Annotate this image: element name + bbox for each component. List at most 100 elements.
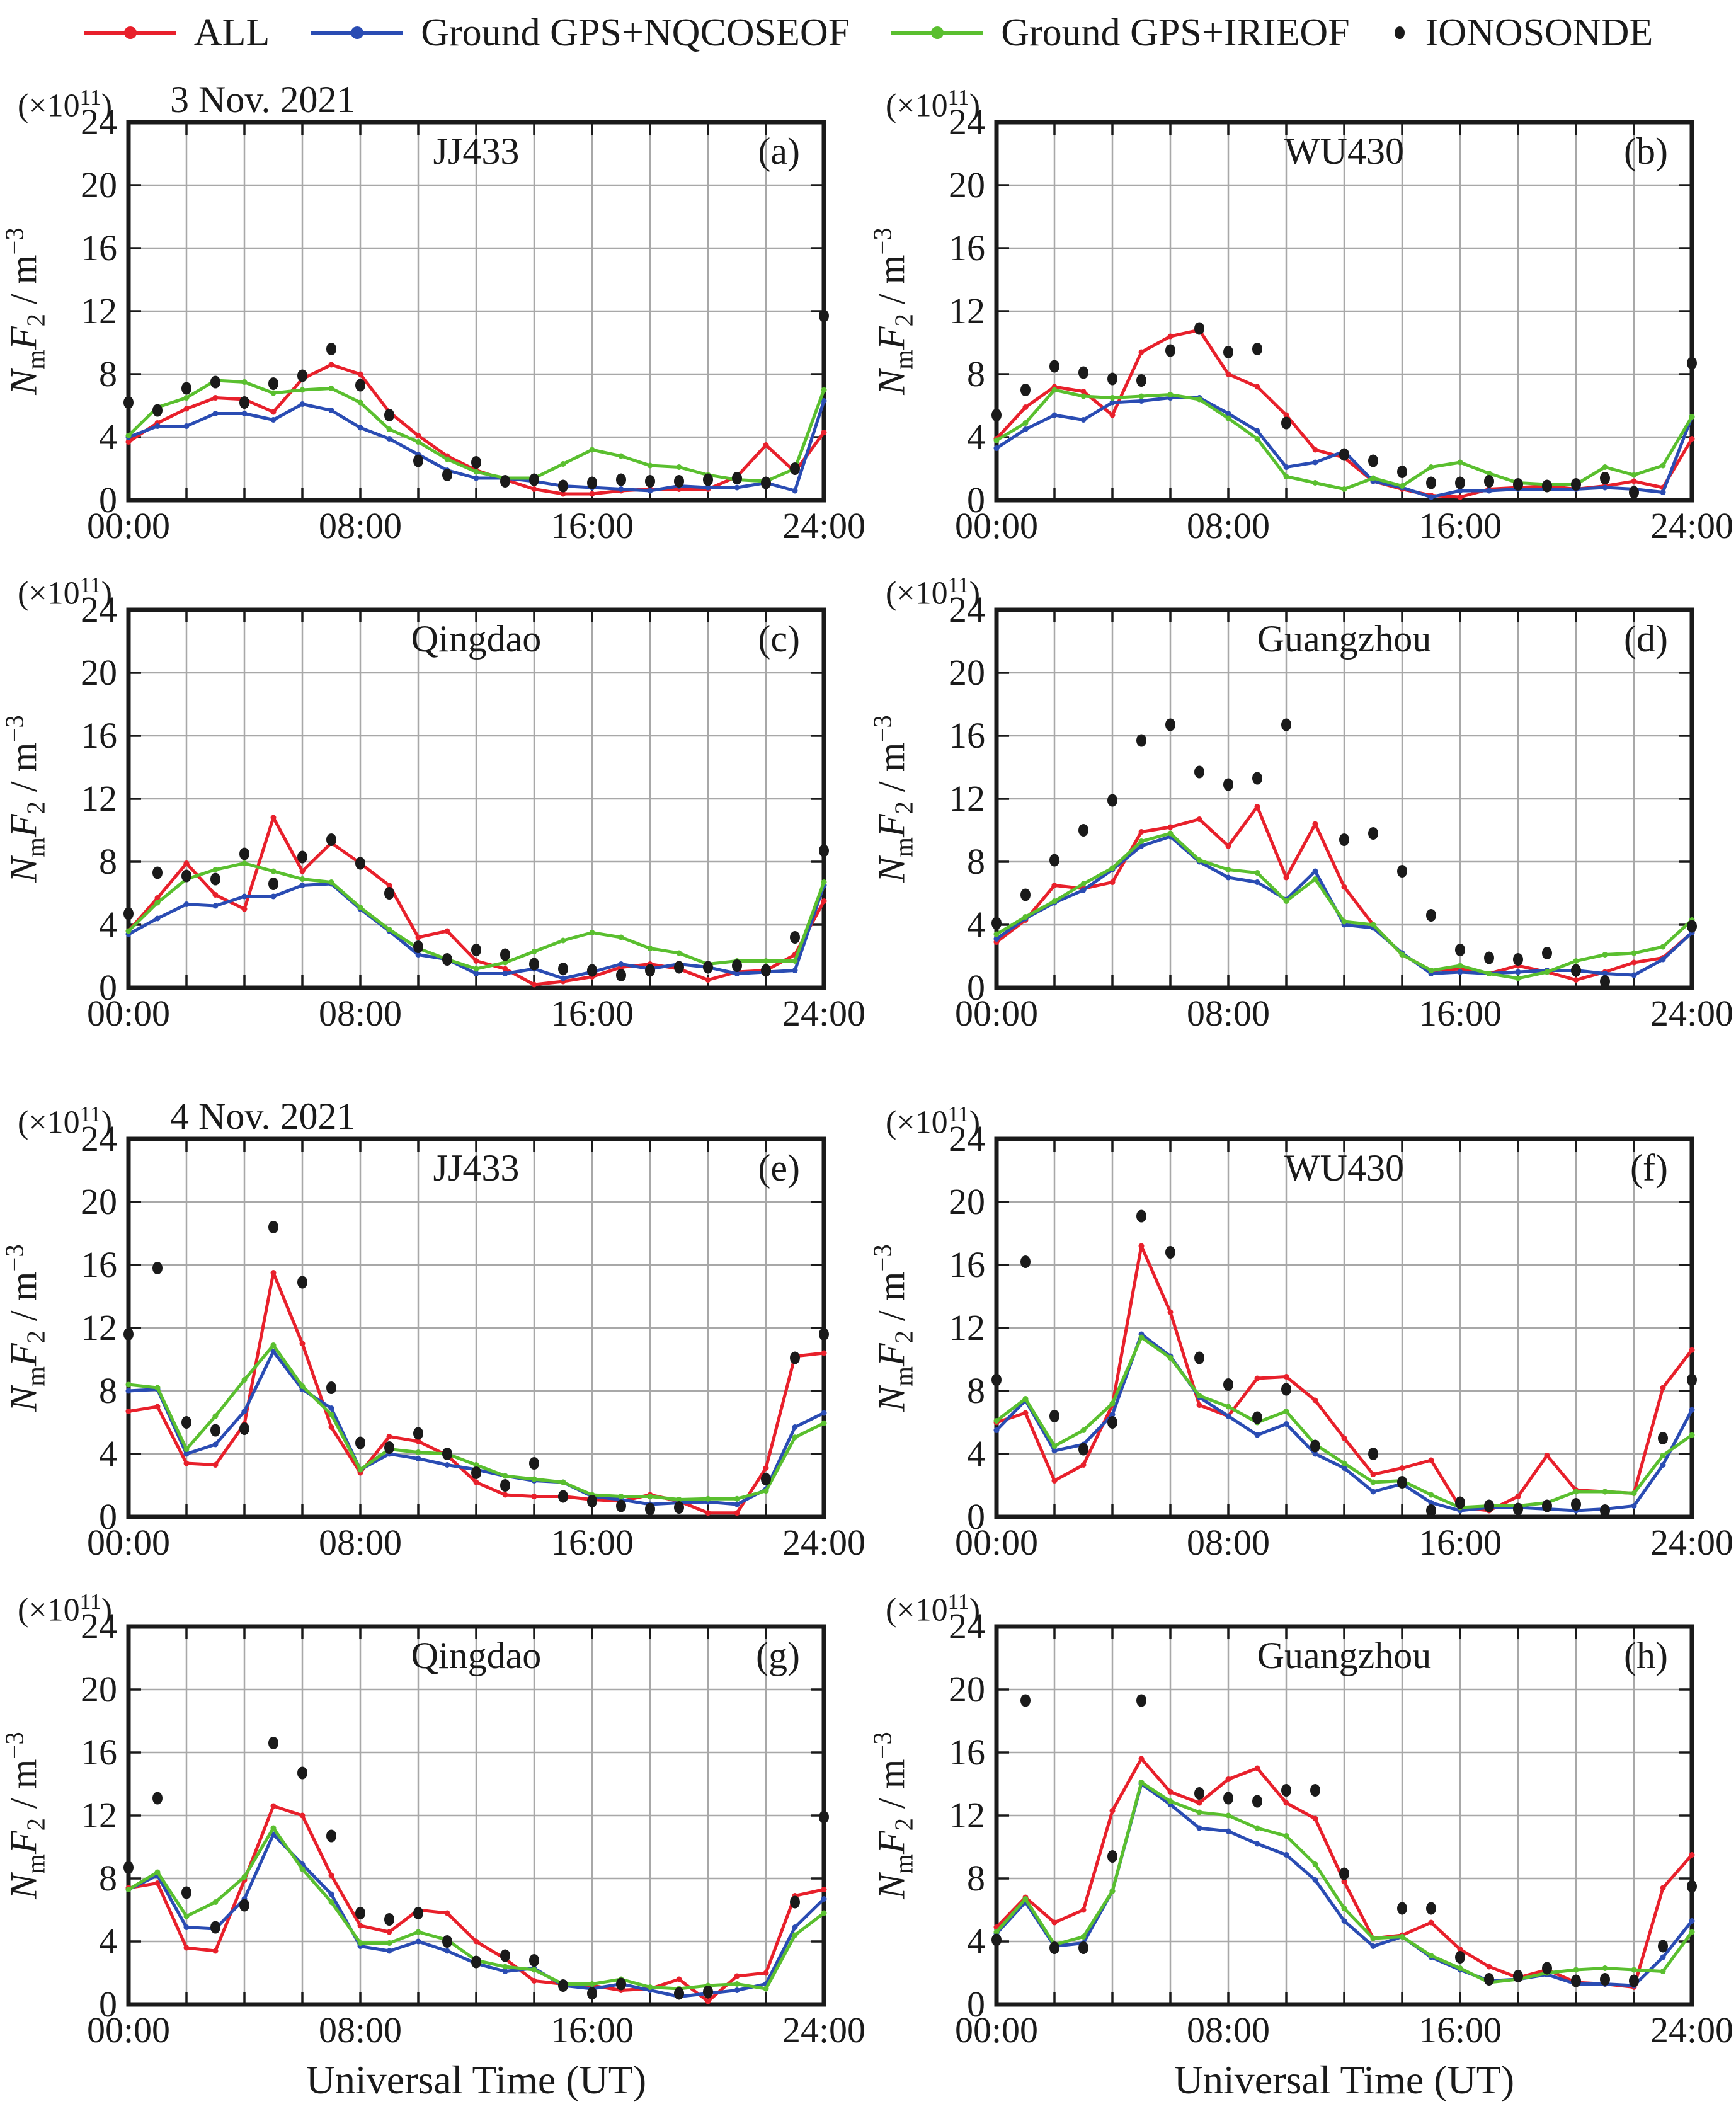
plot-area-a: JJ433 (a) [123,120,829,503]
x-tick-label: 24:00 [782,2010,866,2050]
panel-letter: (e) [758,1147,800,1189]
x-tick-label: 08:00 [318,1522,403,1563]
y-tick-label: 8 [99,1370,117,1411]
x-tick-label: 00:00 [954,993,1039,1034]
x-axis-ticks: 00:00 08:00 16:00 24:00 [868,1517,1736,1566]
panel-letter: (d) [1624,618,1668,660]
row-4: (×1011) NmF2 / m−3 0 4 8 12 16 20 24 Qingdao (… [0,1566,1736,2107]
panel-letter: (h) [1624,1635,1668,1676]
y-tick-label: 8 [967,1370,985,1411]
panel-a-header: (×1011) 3 Nov. 2021 [0,62,868,122]
plot-area-f: WU430 (f) [991,1136,1697,1519]
x-tick-label: 16:00 [1418,505,1502,546]
date-label-group-1: 3 Nov. 2021 [170,79,356,120]
station-label: Guangzhou [1257,618,1432,660]
y-tick-label: 20 [949,652,985,693]
y-scale-label: (×1011) [18,1588,113,1628]
y-scale-label: (×1011) [18,571,113,611]
y-tick-label: 8 [967,841,985,882]
panel-g: (×1011) NmF2 / m−3 0 4 8 12 16 20 24 Qingdao (… [0,1566,868,2107]
y-tick-label: 20 [949,1181,985,1222]
x-tick-label: 08:00 [1186,2010,1271,2050]
y-axis-ticks: 0 4 8 12 16 20 24 [918,104,996,518]
y-tick-label: 16 [81,715,117,756]
chart-canvas-h [991,1624,1697,2007]
y-tick-label: 16 [949,227,985,268]
plot-area-c: Qingdao (c) [123,607,829,990]
y-tick-label: 24 [81,589,117,630]
x-tick-label: 00:00 [86,1522,171,1563]
y-tick-label: 20 [81,652,117,693]
x-axis-ticks: 00:00 08:00 16:00 24:00 [0,2004,868,2054]
x-axis-title: Universal Time (UT) [306,2057,647,2102]
row-1: (×1011) 3 Nov. 2021 NmF2 / m−3 0 4 8 12 16 20… [0,62,1736,549]
legend-item-irieof: Ground GPS+IRIEOF [890,11,1350,55]
panel-e-header: (×1011) 4 Nov. 2021 [0,1078,868,1139]
panel-g-header: (×1011) [0,1566,868,1626]
y-tick-label: 0 [967,479,985,520]
panel-letter: (a) [758,130,800,172]
x-tick-label: 00:00 [86,993,171,1034]
panel-b-header: (×1011) [868,62,1736,122]
x-axis-ticks: 00:00 08:00 16:00 24:00 [868,500,1736,549]
x-tick-label: 24:00 [1650,2010,1734,2050]
figure-grid: (×1011) 3 Nov. 2021 NmF2 / m−3 0 4 8 12 16 20… [0,62,1736,2107]
y-tick-label: 8 [967,353,985,394]
y-tick-label: 8 [99,841,117,882]
station-label: JJ433 [433,1147,520,1189]
y-tick-label: 0 [99,1984,117,2025]
panel-c: (×1011) NmF2 / m−3 0 4 8 12 16 20 24 Qingdao (… [0,549,868,1037]
panel-b-main: NmF2 / m−3 0 4 8 12 16 20 24 WU430 (b) [868,104,1736,518]
y-tick-label: 24 [81,1118,117,1159]
x-tick-label: 24:00 [1650,505,1734,546]
black-dot-marker-icon [1394,26,1405,39]
y-axis-title: NmF2 / m−3 [868,1244,918,1412]
station-label: JJ433 [433,130,520,172]
panel-e-main: NmF2 / m−3 0 4 8 12 16 20 24 JJ433 (e) [0,1121,868,1535]
y-tick-label: 20 [949,1669,985,1710]
y-tick-label: 8 [99,353,117,394]
x-tick-label: 08:00 [318,505,403,546]
panel-h-main: NmF2 / m−3 0 4 8 12 16 20 24 Guangzhou (h) [868,1608,1736,2023]
x-tick-label: 08:00 [318,2010,403,2050]
x-axis-title: Universal Time (UT) [1174,2057,1515,2102]
panel-letter: (g) [756,1635,800,1676]
y-tick-label: 16 [949,1732,985,1773]
x-tick-label: 24:00 [1650,993,1734,1034]
panel-d: (×1011) NmF2 / m−3 0 4 8 12 16 20 24 Guangzhou… [868,549,1736,1037]
y-tick-label: 12 [81,1795,117,1836]
y-scale-label: (×1011) [18,1101,113,1140]
panel-letter: (c) [758,618,800,660]
y-tick-label: 24 [81,1606,117,1647]
panel-a: (×1011) 3 Nov. 2021 NmF2 / m−3 0 4 8 12 16 20… [0,62,868,549]
x-tick-label: 08:00 [318,993,403,1034]
y-tick-label: 0 [99,967,117,1008]
green-line-marker-icon [891,26,984,39]
y-tick-label: 16 [949,1244,985,1285]
y-tick-label: 12 [81,1307,117,1348]
x-tick-label: 00:00 [86,2010,171,2050]
x-tick-label: 00:00 [86,505,171,546]
chart-canvas-a [123,120,829,503]
y-tick-label: 12 [949,290,985,331]
y-tick-label: 20 [81,1669,117,1710]
y-tick-label: 20 [949,164,985,205]
x-tick-label: 24:00 [782,1522,866,1563]
y-tick-label: 4 [967,1921,985,1962]
panel-f-header: (×1011) [868,1078,1736,1139]
y-tick-label: 4 [967,1433,985,1474]
y-tick-label: 8 [967,1858,985,1899]
y-axis-ticks: 0 4 8 12 16 20 24 [50,1121,128,1535]
y-tick-label: 0 [99,479,117,520]
panel-e: (×1011) 4 Nov. 2021 NmF2 / m−3 0 4 8 12 16 20… [0,1078,868,1566]
y-tick-label: 16 [81,227,117,268]
x-tick-label: 16:00 [1418,993,1502,1034]
x-tick-label: 16:00 [550,2010,634,2050]
plot-area-e: JJ433 (e) [123,1136,829,1519]
x-tick-label: 16:00 [550,993,634,1034]
panel-d-header: (×1011) [868,549,1736,610]
y-tick-label: 16 [81,1244,117,1285]
panel-h-header: (×1011) [868,1566,1736,1626]
legend-label: ALL [193,11,270,54]
